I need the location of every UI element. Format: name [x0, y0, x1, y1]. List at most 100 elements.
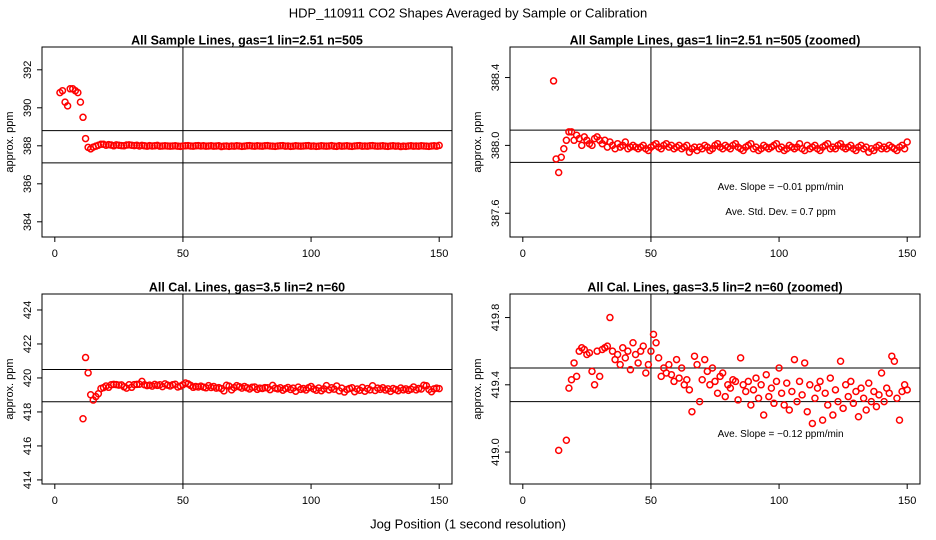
x-axis-label: Jog Position (1 second resolution)	[370, 516, 566, 531]
point	[420, 142, 428, 150]
point	[358, 142, 367, 150]
point	[777, 389, 786, 397]
point	[84, 369, 92, 377]
point	[616, 360, 624, 369]
x-tick-label: 0	[520, 248, 526, 260]
point	[747, 401, 755, 409]
point	[841, 381, 850, 389]
point	[166, 142, 174, 150]
point	[749, 386, 758, 394]
point	[256, 142, 264, 150]
point	[852, 387, 860, 396]
point	[688, 407, 696, 416]
point	[243, 142, 251, 150]
point	[74, 88, 82, 97]
point	[824, 401, 832, 409]
point	[590, 381, 599, 389]
point	[903, 138, 911, 146]
point	[698, 376, 706, 384]
x-tick-label: 100	[302, 248, 320, 260]
point	[181, 142, 190, 150]
point	[770, 399, 778, 408]
point	[409, 142, 418, 150]
point	[163, 142, 172, 150]
point	[435, 384, 443, 393]
point	[595, 372, 604, 381]
point	[286, 142, 295, 151]
point	[836, 357, 845, 366]
point	[274, 142, 282, 150]
point	[608, 347, 617, 355]
point	[562, 136, 571, 145]
point	[857, 384, 865, 392]
point	[297, 142, 305, 150]
point	[693, 360, 701, 369]
point	[783, 379, 791, 387]
plot-frame	[41, 46, 453, 238]
point	[734, 396, 742, 404]
point	[742, 387, 750, 396]
point	[588, 141, 596, 150]
x-tick-label: 0	[520, 495, 526, 507]
y-tick-label: 414	[22, 471, 34, 489]
point	[890, 357, 899, 366]
point	[803, 407, 811, 416]
point	[757, 381, 765, 389]
point	[110, 380, 118, 389]
point	[361, 142, 369, 150]
point	[578, 141, 586, 150]
point	[877, 369, 886, 377]
point	[345, 142, 354, 150]
point	[849, 399, 858, 408]
point	[174, 142, 182, 150]
point	[567, 376, 576, 384]
point	[619, 344, 627, 352]
plot-frame	[509, 46, 921, 238]
point	[806, 381, 814, 389]
point	[865, 379, 873, 387]
point	[744, 377, 753, 386]
point	[376, 142, 384, 150]
point	[683, 376, 691, 384]
point	[870, 387, 878, 396]
point	[613, 350, 622, 359]
point	[373, 142, 382, 150]
point	[268, 142, 277, 150]
point	[790, 355, 799, 364]
point	[386, 142, 395, 150]
figure-title: HDP_110911 CO2 Shapes Averaged by Sample…	[289, 5, 647, 20]
point	[657, 372, 665, 381]
point	[895, 416, 904, 424]
x-tick-label: 100	[770, 248, 788, 260]
point	[435, 141, 443, 150]
point	[644, 360, 653, 369]
y-tick-label: 388.0	[490, 132, 502, 160]
point	[427, 142, 436, 150]
point	[350, 142, 359, 150]
point	[312, 142, 320, 151]
point	[752, 374, 760, 382]
point	[58, 86, 67, 95]
point	[629, 339, 637, 347]
point	[281, 142, 290, 150]
panel-title: All Cal. Lines, gas=3.5 lin=2 n=60	[149, 280, 345, 294]
x-tick-label: 150	[430, 495, 448, 507]
point	[652, 339, 660, 347]
point	[266, 142, 274, 150]
point	[708, 364, 717, 372]
y-tick-label: 384	[22, 213, 34, 231]
point	[399, 142, 408, 150]
point	[765, 392, 773, 401]
y-tick-label: 388.4	[490, 64, 502, 92]
point	[795, 377, 804, 386]
point	[713, 389, 722, 397]
point	[816, 377, 824, 386]
plot-frame	[509, 293, 921, 485]
y-tick-label: 420	[22, 369, 34, 387]
point	[186, 142, 195, 150]
point	[785, 406, 794, 414]
point	[854, 412, 863, 421]
point	[675, 374, 683, 382]
point	[903, 386, 911, 394]
